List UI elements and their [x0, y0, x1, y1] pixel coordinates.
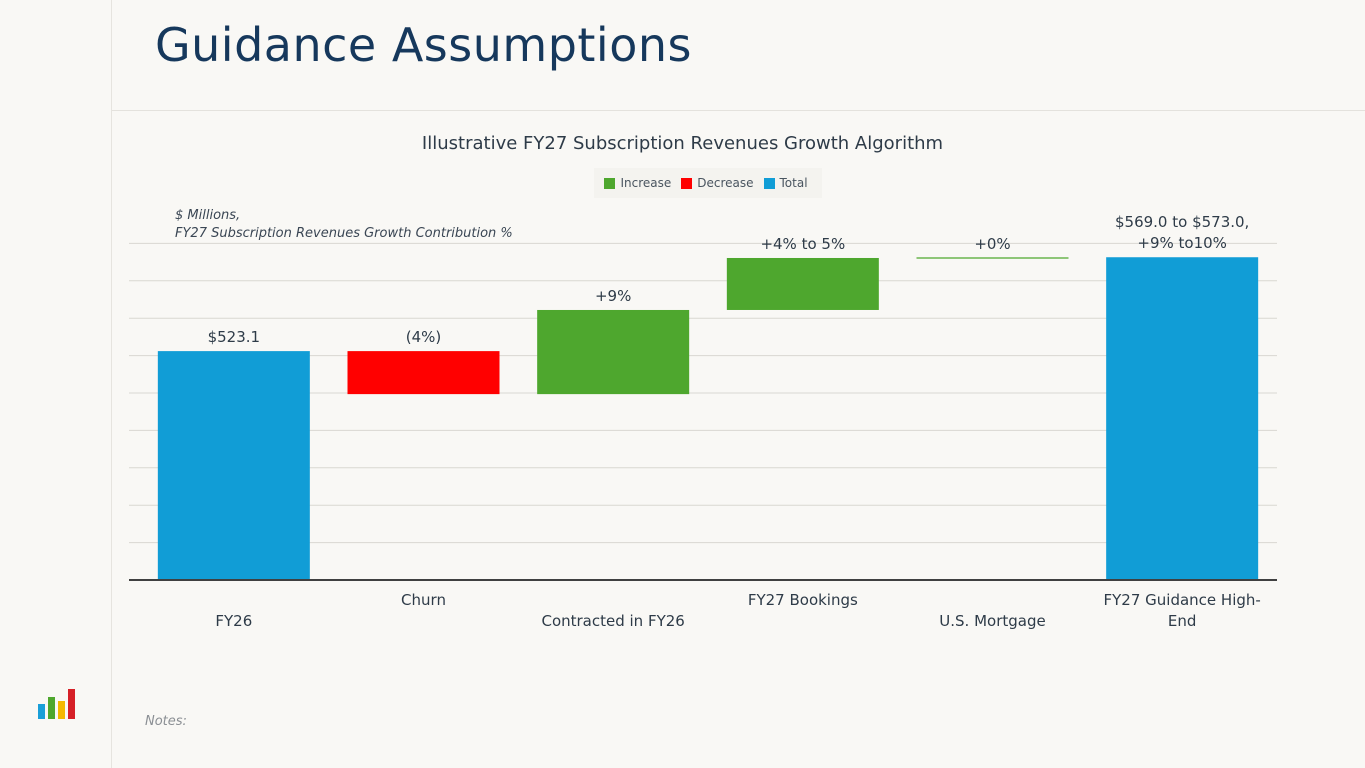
legend-item-total: Total	[763, 176, 808, 190]
data-label-0: $523.1	[208, 328, 261, 346]
left-rail	[0, 0, 112, 768]
category-label-2: Contracted in FY26	[541, 612, 684, 630]
data-label-4: +0%	[974, 235, 1010, 253]
chart-legend: Increase Decrease Total	[594, 168, 822, 198]
legend-swatch-total	[763, 177, 775, 189]
logo-bar-3	[58, 701, 65, 719]
legend-swatch-decrease	[681, 177, 693, 189]
legend-label-total: Total	[779, 176, 808, 190]
company-logo-icon	[38, 689, 75, 719]
units-line-2: FY27 Subscription Revenues Growth Contri…	[175, 226, 513, 241]
header-bar: Guidance Assumptions	[112, 0, 1365, 111]
bar-5-total	[1106, 257, 1259, 580]
page-title: Guidance Assumptions	[155, 18, 692, 72]
category-label-4: U.S. Mortgage	[939, 612, 1045, 630]
chart-title: Illustrative FY27 Subscription Revenues …	[421, 133, 944, 154]
data-label-5: $569.0 to $573.0,	[1115, 213, 1249, 231]
legend-item-decrease: Decrease	[681, 176, 754, 190]
logo-bar-2	[48, 697, 55, 719]
logo-bar-1	[38, 704, 45, 719]
data-label-3: +4% to 5%	[760, 235, 845, 253]
legend-item-increase: Increase	[604, 176, 671, 190]
units-line-1: $ Millions,	[175, 208, 241, 223]
data-label-1: (4%)	[406, 328, 442, 346]
logo-bar-4	[68, 689, 75, 719]
chart-units-note: $ Millions, FY27 Subscription Revenues G…	[175, 207, 513, 243]
category-label-3: FY27 Bookings	[748, 591, 858, 609]
bar-0-total	[157, 351, 310, 580]
bar-2-increase	[537, 309, 690, 395]
legend-label-decrease: Decrease	[697, 176, 754, 190]
legend-swatch-increase	[604, 177, 616, 189]
data-label-2: +9%	[595, 287, 631, 305]
category-label-1: Churn	[401, 591, 446, 609]
category-label-5: FY27 Guidance High-	[1104, 591, 1261, 609]
data-label-5: +9% to10%	[1137, 234, 1227, 252]
bar-3-increase	[726, 257, 879, 310]
bar-1-decrease	[347, 351, 500, 395]
legend-label-increase: Increase	[620, 176, 672, 190]
category-label-5: End	[1168, 612, 1197, 630]
notes-label: Notes:	[145, 714, 187, 729]
category-label-0: FY26	[215, 612, 252, 630]
